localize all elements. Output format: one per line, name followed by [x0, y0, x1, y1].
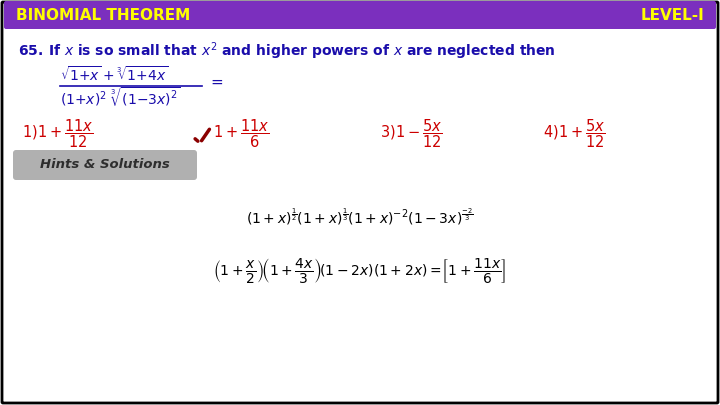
Text: $(1+x)^{\frac{1}{2}}(1+x)^{\frac{1}{3}}(1+x)^{-2}(1-3x)^{\frac{-2}{3}}$: $(1+x)^{\frac{1}{2}}(1+x)^{\frac{1}{3}}(… [246, 207, 474, 227]
Text: $=$: $=$ [208, 73, 224, 89]
Text: $\sqrt{1{+}x} + \sqrt[3]{1{+}4x}$: $\sqrt{1{+}x} + \sqrt[3]{1{+}4x}$ [60, 66, 168, 85]
FancyBboxPatch shape [13, 150, 197, 180]
Text: Hints & Solutions: Hints & Solutions [40, 158, 170, 171]
Text: BINOMIAL THEOREM: BINOMIAL THEOREM [16, 8, 190, 23]
Text: LEVEL-I: LEVEL-I [640, 8, 704, 23]
Text: $1)1 + \dfrac{11x}{12}$: $1)1 + \dfrac{11x}{12}$ [22, 118, 94, 150]
Text: $4)1 + \dfrac{5x}{12}$: $4)1 + \dfrac{5x}{12}$ [543, 118, 606, 150]
Text: $1 + \dfrac{11x}{6}$: $1 + \dfrac{11x}{6}$ [213, 118, 270, 150]
FancyBboxPatch shape [4, 1, 716, 29]
Text: If $x$ is so small that $x^2$ and higher powers of $x$ are neglected then: If $x$ is so small that $x^2$ and higher… [48, 40, 556, 62]
Text: $\mathbf{65.}$: $\mathbf{65.}$ [18, 44, 43, 58]
Text: $3)1 - \dfrac{5x}{12}$: $3)1 - \dfrac{5x}{12}$ [380, 118, 443, 150]
Text: $(1{+}x)^2\ \sqrt[3]{(1{-}3x)^2}$: $(1{+}x)^2\ \sqrt[3]{(1{-}3x)^2}$ [60, 85, 181, 109]
Text: $\left(1+\dfrac{x}{2}\right)\!\left(1+\dfrac{4x}{3}\right)\!(1-2x)(1+2x){=}\!\le: $\left(1+\dfrac{x}{2}\right)\!\left(1+\d… [213, 256, 507, 284]
